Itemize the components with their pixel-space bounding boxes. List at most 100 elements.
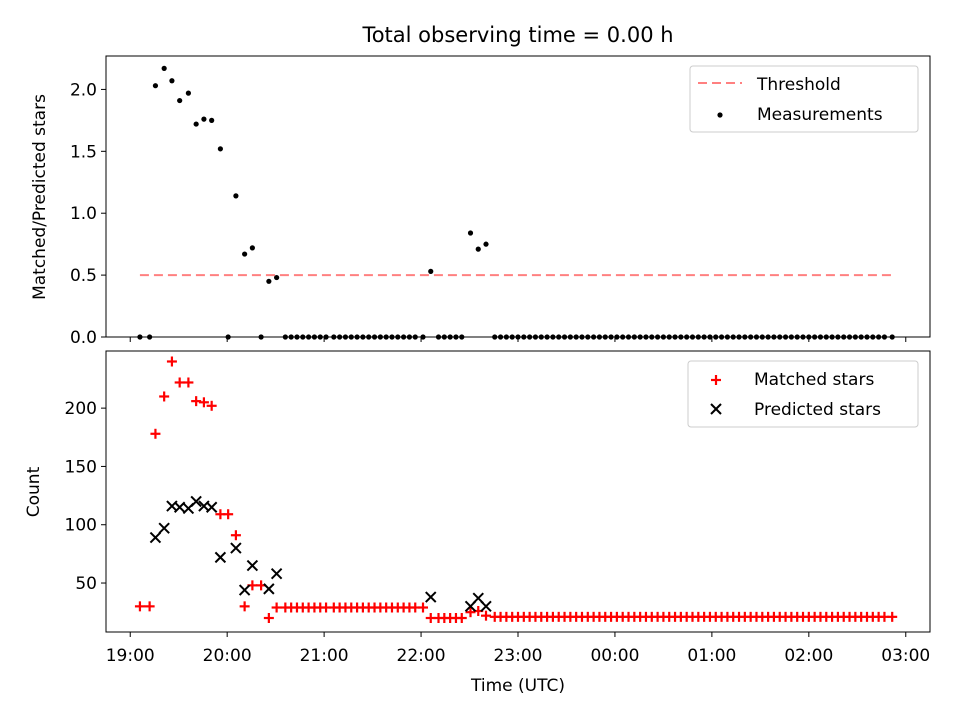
measurement-point: [354, 334, 360, 340]
matched-star-marker: [183, 377, 194, 388]
legend-matched-swatch: [711, 375, 721, 385]
measurement-point: [817, 334, 824, 340]
matched-star-marker: [144, 601, 155, 612]
predicted-star-marker: [238, 584, 251, 596]
measurement-point: [736, 334, 742, 340]
measurement-point: [695, 334, 701, 340]
top-axes: 0.00.51.01.52.0 Matched/Predicted stars …: [30, 55, 931, 348]
measurement-point: [249, 245, 255, 251]
bottom-y-tick-label: 50: [75, 574, 97, 594]
measurement-point: [724, 334, 730, 340]
measurement-point: [152, 83, 159, 89]
chart-title: Total observing time = 0.00 h: [361, 23, 673, 47]
measurement-point: [777, 334, 783, 340]
measurement-point: [684, 334, 690, 340]
measurements-points: [137, 65, 895, 340]
measurement-point: [161, 65, 167, 71]
measurement-point: [383, 334, 389, 340]
x-tick-label: 01:00: [687, 646, 736, 666]
matched-star-marker: [150, 428, 161, 439]
measurement-point: [561, 334, 568, 340]
matched-star-marker: [174, 377, 185, 388]
matched-star-marker: [481, 610, 492, 621]
measurement-point: [812, 334, 818, 340]
measurement-point: [889, 334, 895, 340]
measurement-point: [654, 334, 661, 340]
measurement-point: [782, 334, 789, 340]
measurement-point: [366, 334, 372, 340]
measurement-point: [538, 334, 544, 340]
measurement-point: [852, 334, 858, 340]
measurement-point: [201, 116, 207, 122]
measurement-point: [625, 334, 632, 340]
measurement-point: [193, 121, 199, 127]
top-y-tick-label: 1.0: [70, 204, 97, 224]
measurement-point: [672, 334, 678, 340]
measurement-point: [556, 334, 562, 340]
matched-star-marker: [166, 356, 177, 367]
legend-measurements-label: Measurements: [757, 105, 883, 125]
measurement-point: [730, 334, 736, 340]
x-tick-label: 19:00: [106, 646, 155, 666]
measurement-point: [713, 334, 719, 340]
measurement-point: [596, 334, 603, 340]
measurement-point: [317, 334, 323, 340]
predicted-star-marker: [190, 495, 202, 508]
measurement-point: [453, 334, 459, 340]
legend-measurements-swatch: [717, 112, 723, 118]
measurement-point: [806, 334, 812, 340]
measurement-point: [137, 334, 143, 340]
top-y-axis-label: Matched/Predicted stars: [30, 94, 50, 300]
x-tick-label: 23:00: [494, 646, 543, 666]
legend-matched-label: Matched stars: [754, 370, 874, 390]
measurement-point: [864, 334, 870, 340]
measurement-point: [742, 334, 748, 340]
measurement-point: [701, 334, 707, 340]
matched-star-marker: [206, 400, 217, 411]
measurement-point: [841, 334, 847, 340]
predicted-star-marker: [425, 591, 437, 603]
top-legend: Threshold Measurements: [689, 65, 919, 133]
measurement-point: [412, 334, 418, 340]
measurement-point: [585, 334, 591, 340]
measurement-point: [274, 274, 280, 281]
matched-star-marker: [271, 602, 282, 613]
measurement-point: [666, 334, 672, 340]
measurement-point: [406, 334, 413, 340]
measurement-point: [765, 334, 771, 340]
measurement-point: [788, 334, 794, 340]
measurement-point: [258, 334, 264, 340]
measurement-point: [521, 334, 527, 340]
predicted-star-marker: [263, 583, 275, 595]
measurement-point: [829, 334, 835, 340]
measurement-point: [759, 334, 765, 340]
measurement-point: [567, 334, 573, 340]
top-legend-box: [689, 65, 919, 133]
predicted-star-marker: [149, 531, 162, 544]
measurement-point: [771, 334, 777, 340]
measurement-point: [718, 334, 725, 340]
measurement-point: [169, 78, 175, 84]
measurement-point: [459, 334, 465, 340]
bottom-y-tick-label: 150: [65, 457, 97, 477]
measurement-point: [870, 334, 876, 340]
measurement-point: [858, 334, 864, 340]
measurement-point: [620, 334, 626, 340]
measurement-point: [573, 334, 579, 340]
measurement-point: [631, 334, 637, 340]
measurement-point: [147, 334, 153, 340]
legend-predicted-swatch: [710, 403, 722, 415]
measurement-point: [294, 334, 300, 340]
predicted-star-marker: [246, 559, 259, 572]
top-y-tick-label: 0.0: [70, 328, 97, 348]
measurement-point: [311, 334, 318, 340]
measurement-point: [794, 334, 800, 340]
measurement-point: [467, 230, 474, 236]
measurement-point: [242, 251, 248, 257]
predicted-star-marker: [270, 567, 283, 580]
measurement-point: [266, 278, 272, 284]
x-tick-label: 20:00: [203, 646, 252, 666]
predicted-star-marker: [205, 501, 218, 513]
predicted-star-marker: [480, 600, 492, 613]
measurement-point: [389, 334, 395, 340]
